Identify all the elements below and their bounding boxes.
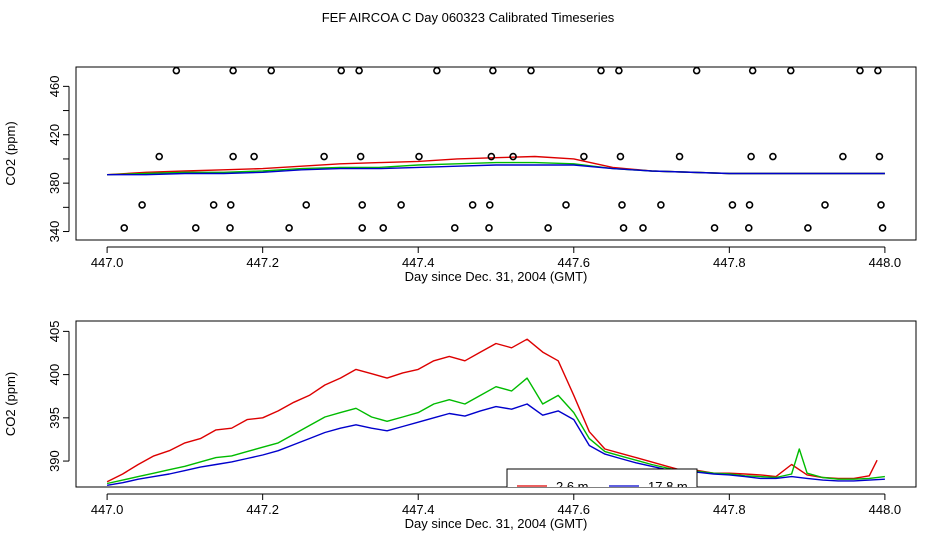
top-calibration-point-35: [397, 201, 405, 209]
legend-label-17-8m: 17.8 m: [648, 479, 688, 494]
top-calibration-point-43: [821, 201, 829, 209]
bottom-x-axis-label: Day since Dec. 31, 2004 (GMT): [405, 516, 588, 531]
top-y-tick-label-420: 420: [47, 124, 62, 146]
top-calibration-point-32: [226, 201, 235, 209]
top-calibration-point-34: [358, 201, 367, 209]
top-calibration-point-38: [562, 201, 570, 209]
top-calibration-point-21: [487, 152, 496, 161]
top-calibration-point-1: [229, 67, 237, 75]
top-series-17-8m: [107, 164, 885, 176]
top-y-axis-label: CO2 (ppm): [3, 121, 18, 185]
top-calibration-point-31: [209, 201, 218, 209]
top-calibration-point-10: [692, 67, 701, 75]
bottom-plot-frame: [75, 320, 917, 488]
top-calibration-point-6: [489, 67, 497, 75]
bottom-x-tick-label-447-4: 447.4: [402, 502, 435, 517]
top-plot-frame: [75, 66, 917, 241]
top-calibration-point-27: [769, 152, 777, 161]
top-calibration-point-50: [379, 224, 388, 232]
top-calibration-point-0: [172, 67, 181, 75]
bottom-series-2-6m: [106, 338, 878, 483]
top-calibration-point-3: [337, 67, 346, 75]
bottom-y-tick-label-390: 390: [47, 450, 62, 472]
top-y-tick-label-380: 380: [47, 172, 62, 194]
top-panel: 447.0 447.2 447.4 447.6 447.8 448.0 340 380 420 4…: [3, 66, 917, 284]
top-calibration-point-54: [619, 224, 628, 232]
top-calibration-point-15: [155, 152, 164, 161]
bottom-x-tick-label-447-8: 447.8: [713, 502, 746, 517]
top-calibration-point-29: [875, 152, 884, 161]
top-calibration-point-12: [786, 67, 795, 75]
top-calibration-point-9: [615, 67, 623, 75]
top-calibration-point-4: [355, 67, 363, 75]
bottom-y-tick-label-400: 400: [47, 364, 62, 386]
bottom-x-tick-label-447-2: 447.2: [246, 502, 279, 517]
top-calibration-point-22: [509, 152, 517, 161]
top-calibration-point-41: [728, 201, 737, 209]
bottom-series-7-5m: [106, 377, 885, 485]
top-calibration-point-19: [356, 152, 365, 161]
bottom-series-17-8m: [106, 403, 885, 486]
top-calibration-point-26: [747, 152, 755, 161]
bottom-panel: 447.0 447.2 447.4 447.6 447.8 448.0 390 395 400 4…: [3, 320, 917, 531]
top-calibration-point-2: [267, 67, 276, 75]
top-calibration-point-44: [877, 201, 885, 209]
legend-label-2-6m: 2.6 m: [556, 479, 589, 494]
bottom-x-tick-label-448-0: 448.0: [869, 502, 902, 517]
top-calibration-point-5: [433, 67, 441, 75]
bottom-y-tick-label-395: 395: [47, 407, 62, 429]
top-calibration-point-45: [120, 224, 129, 232]
top-y-tick-label-460: 460: [47, 76, 62, 98]
top-calibration-point-13: [856, 67, 864, 75]
top-y-tick-label-340: 340: [47, 221, 62, 243]
top-calibration-point-23: [580, 152, 588, 161]
top-calibration-point-51: [450, 224, 459, 232]
legend-box: [506, 468, 698, 487]
top-x-tick-label-447-0: 447.0: [91, 255, 124, 270]
top-calibration-point-28: [839, 152, 847, 161]
bottom-y-axis-label: CO2 (ppm): [3, 372, 18, 436]
top-calibration-point-33: [302, 201, 311, 209]
top-calibration-point-59: [878, 224, 887, 232]
top-calibration-point-20: [415, 152, 423, 161]
top-calibration-point-55: [639, 224, 647, 232]
bottom-x-tick-label-447-0: 447.0: [91, 502, 124, 517]
top-calibration-point-8: [597, 67, 605, 75]
top-x-tick-label-447-6: 447.6: [558, 255, 591, 270]
top-x-tick-label-447-2: 447.2: [246, 255, 279, 270]
top-calibration-point-25: [675, 152, 684, 161]
top-calibration-point-42: [745, 201, 754, 209]
top-calibration-point-18: [320, 152, 328, 161]
top-calibration-point-53: [544, 224, 552, 232]
top-calibration-point-36: [468, 201, 477, 209]
top-calibration-point-47: [226, 224, 234, 232]
top-calibration-point-57: [744, 224, 753, 232]
top-x-tick-label-447-4: 447.4: [402, 255, 435, 270]
top-x-tick-label-448-0: 448.0: [869, 255, 902, 270]
top-calibration-point-11: [748, 67, 757, 75]
top-calibration-point-7: [527, 67, 535, 75]
top-x-axis-label: Day since Dec. 31, 2004 (GMT): [405, 269, 588, 284]
top-calibration-point-48: [285, 224, 293, 232]
top-calibration-point-14: [874, 67, 882, 75]
top-x-tick-label-447-8: 447.8: [713, 255, 746, 270]
top-calibration-point-24: [616, 152, 625, 161]
top-calibration-point-56: [710, 224, 719, 232]
bottom-x-tick-label-447-6: 447.6: [558, 502, 591, 517]
top-calibration-point-39: [618, 201, 626, 209]
top-calibration-point-30: [138, 201, 146, 209]
top-calibration-point-58: [804, 224, 812, 232]
top-calibration-point-16: [229, 152, 237, 161]
figure-title: FEF AIRCOA C Day 060323 Calibrated Times…: [322, 10, 615, 25]
top-calibration-point-52: [485, 224, 493, 232]
top-calibration-point-49: [358, 224, 367, 232]
top-calibration-point-17: [250, 152, 258, 161]
bottom-y-tick-label-405: 405: [47, 321, 62, 343]
top-calibration-point-37: [485, 201, 494, 209]
top-calibration-point-40: [657, 201, 665, 209]
top-calibration-point-46: [191, 224, 200, 232]
legend: 2.6 m 17.8 m: [506, 468, 698, 494]
